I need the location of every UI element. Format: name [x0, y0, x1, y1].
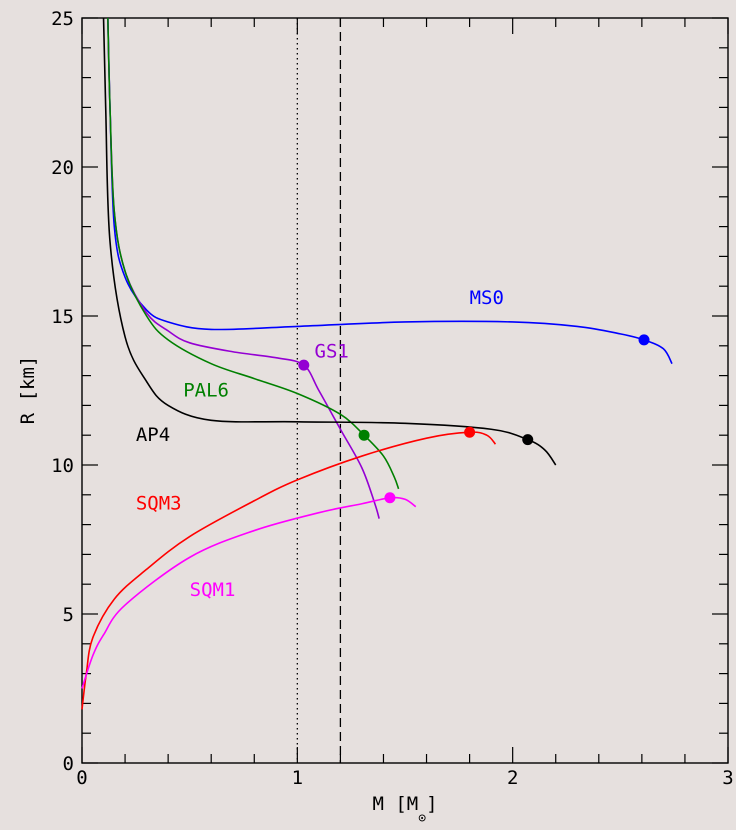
y-tick-label: 0 [63, 753, 74, 775]
max-mass-point-ap4 [522, 434, 534, 446]
tick-labels: 0 1 2 3 0 5 10 15 20 25 [51, 8, 734, 789]
series-line-ms0 [107, 17, 673, 365]
x-axis-label-main: M [M [372, 793, 418, 815]
y-tick-label: 25 [51, 8, 74, 30]
series-label-ms0: MS0 [470, 287, 504, 309]
plot-frame [81, 17, 729, 764]
max-mass-point-sqm3 [464, 426, 476, 438]
series-label-ap4: AP4 [136, 424, 170, 446]
max-mass-point-pal6 [358, 429, 370, 441]
reference-lines [296, 18, 342, 763]
series-line-ap4 [102, 17, 557, 466]
plot-border [81, 17, 729, 764]
series-line-sqm3 [81, 431, 497, 710]
series-label-gs1: GS1 [315, 341, 349, 363]
series-label-sqm1: SQM1 [190, 579, 236, 601]
series-labels: MS0 GS1 PAL6 AP4 SQM3 SQM1 [136, 287, 504, 601]
series-line-sqm1 [81, 496, 417, 689]
x-tick-label: 3 [722, 767, 733, 789]
series-label-pal6: PAL6 [183, 379, 229, 401]
x-tick-label: 1 [292, 767, 303, 789]
maximum-mass-markers [298, 334, 650, 504]
axis-ticks [81, 17, 729, 764]
y-tick-label: 15 [51, 306, 74, 328]
series-label-sqm3: SQM3 [136, 493, 182, 515]
y-axis-label: R [km] [17, 356, 39, 425]
y-tick-label: 10 [51, 455, 74, 477]
x-tick-label: 0 [76, 767, 87, 789]
x-axis-label: M [M⊙] [372, 793, 437, 826]
series-line-pal6 [107, 17, 400, 490]
max-mass-point-ms0 [638, 334, 650, 346]
series-curves [81, 17, 673, 710]
x-axis-label-close: ] [426, 793, 437, 815]
max-mass-point-gs1 [298, 359, 310, 371]
y-tick-label: 20 [51, 157, 74, 179]
x-tick-label: 2 [507, 767, 518, 789]
x-axis-label-sub: ⊙ [418, 811, 426, 826]
max-mass-point-sqm1 [384, 492, 396, 504]
y-tick-label: 5 [63, 604, 74, 626]
